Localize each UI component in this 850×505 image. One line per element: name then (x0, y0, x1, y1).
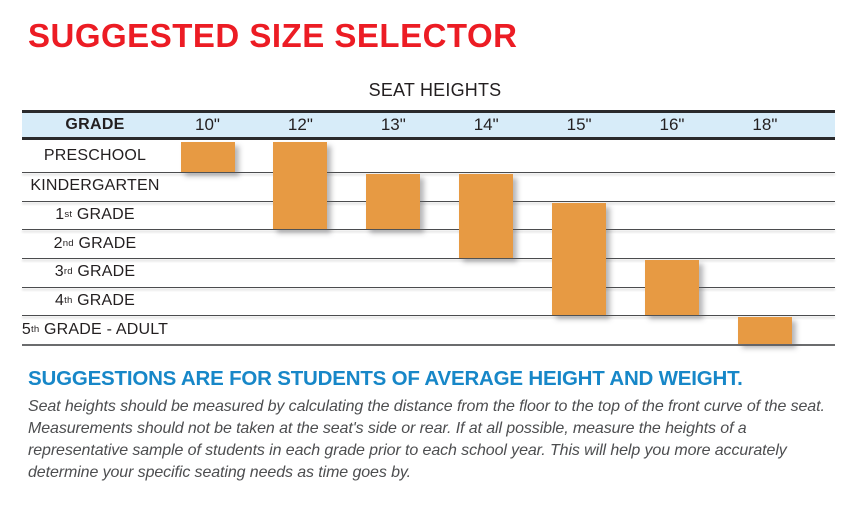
footer-heading: SUGGESTIONS ARE FOR STUDENTS OF AVERAGE … (28, 367, 743, 390)
chart-header-band (22, 110, 835, 140)
row-divider-line (22, 200, 835, 202)
column-header-16in: 16" (659, 115, 685, 134)
size-bar-18in (737, 317, 792, 344)
seat-heights-label: SEAT HEIGHTS (368, 80, 502, 100)
column-header-15in: 15" (566, 115, 592, 134)
row-divider-line (22, 229, 835, 230)
row-divider-line (22, 315, 835, 316)
row-label: PRESCHOOL (43, 146, 147, 164)
column-header-14in: 14" (473, 115, 499, 134)
column-header-10in: 10" (195, 115, 220, 134)
size-bar-12in (273, 142, 328, 229)
column-header-12in: 12" (287, 115, 313, 134)
row-divider-line (22, 258, 835, 259)
table-bottom-rule (22, 344, 835, 346)
size-bar-13in (366, 173, 421, 229)
size-bar-10in (180, 142, 235, 172)
size-bar-15in (552, 202, 607, 315)
row-label: KINDERGARTEN (30, 177, 160, 194)
row-divider-line (22, 286, 835, 288)
page-title: SUGGESTED SIZE SELECTOR (28, 17, 518, 54)
size-bar-16in (645, 260, 699, 315)
row-divider-line (22, 171, 835, 173)
grade-column-header: GRADE (65, 116, 125, 133)
size-selector-chart: GRADE 10" 12" 13" 14" 15" 16" 18" PRESCHOOL KIN… (21, 110, 835, 346)
footer-note: Seat heights should be measured by calcu… (28, 398, 825, 481)
column-header-18in: 18" (752, 115, 778, 134)
size-bar-14in (459, 173, 514, 258)
column-header-13in: 13" (380, 115, 406, 134)
